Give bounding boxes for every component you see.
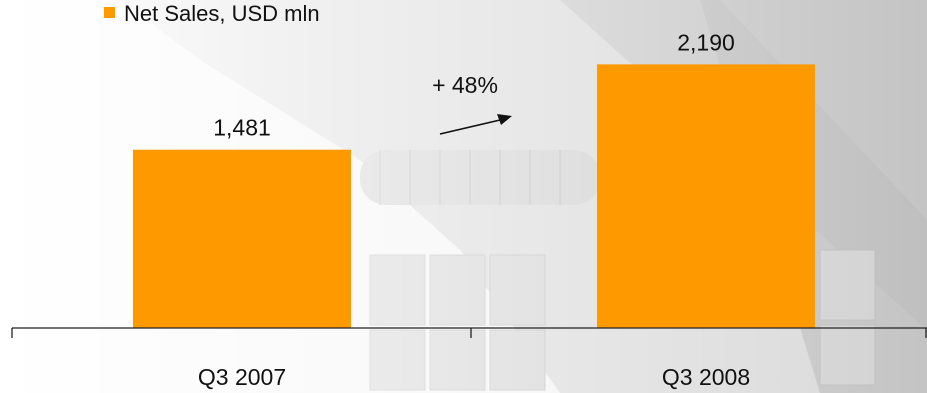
bar-q3-2007 <box>133 149 351 328</box>
value-label: 1,481 <box>213 115 271 141</box>
growth-arrow-head <box>497 114 512 125</box>
legend-label: Net Sales, USD mln <box>124 1 320 26</box>
value-label: 2,190 <box>677 29 735 55</box>
legend: Net Sales, USD mln <box>104 1 320 26</box>
bar-q3-2008 <box>597 64 815 328</box>
growth-arrow-line <box>439 119 501 135</box>
x-tick-label: Q3 2008 <box>662 364 750 390</box>
legend-swatch <box>104 7 115 18</box>
growth-annotation-label: + 48% <box>432 72 498 98</box>
x-tick-label: Q3 2007 <box>198 364 286 390</box>
growth-annotation: + 48% <box>432 72 512 135</box>
